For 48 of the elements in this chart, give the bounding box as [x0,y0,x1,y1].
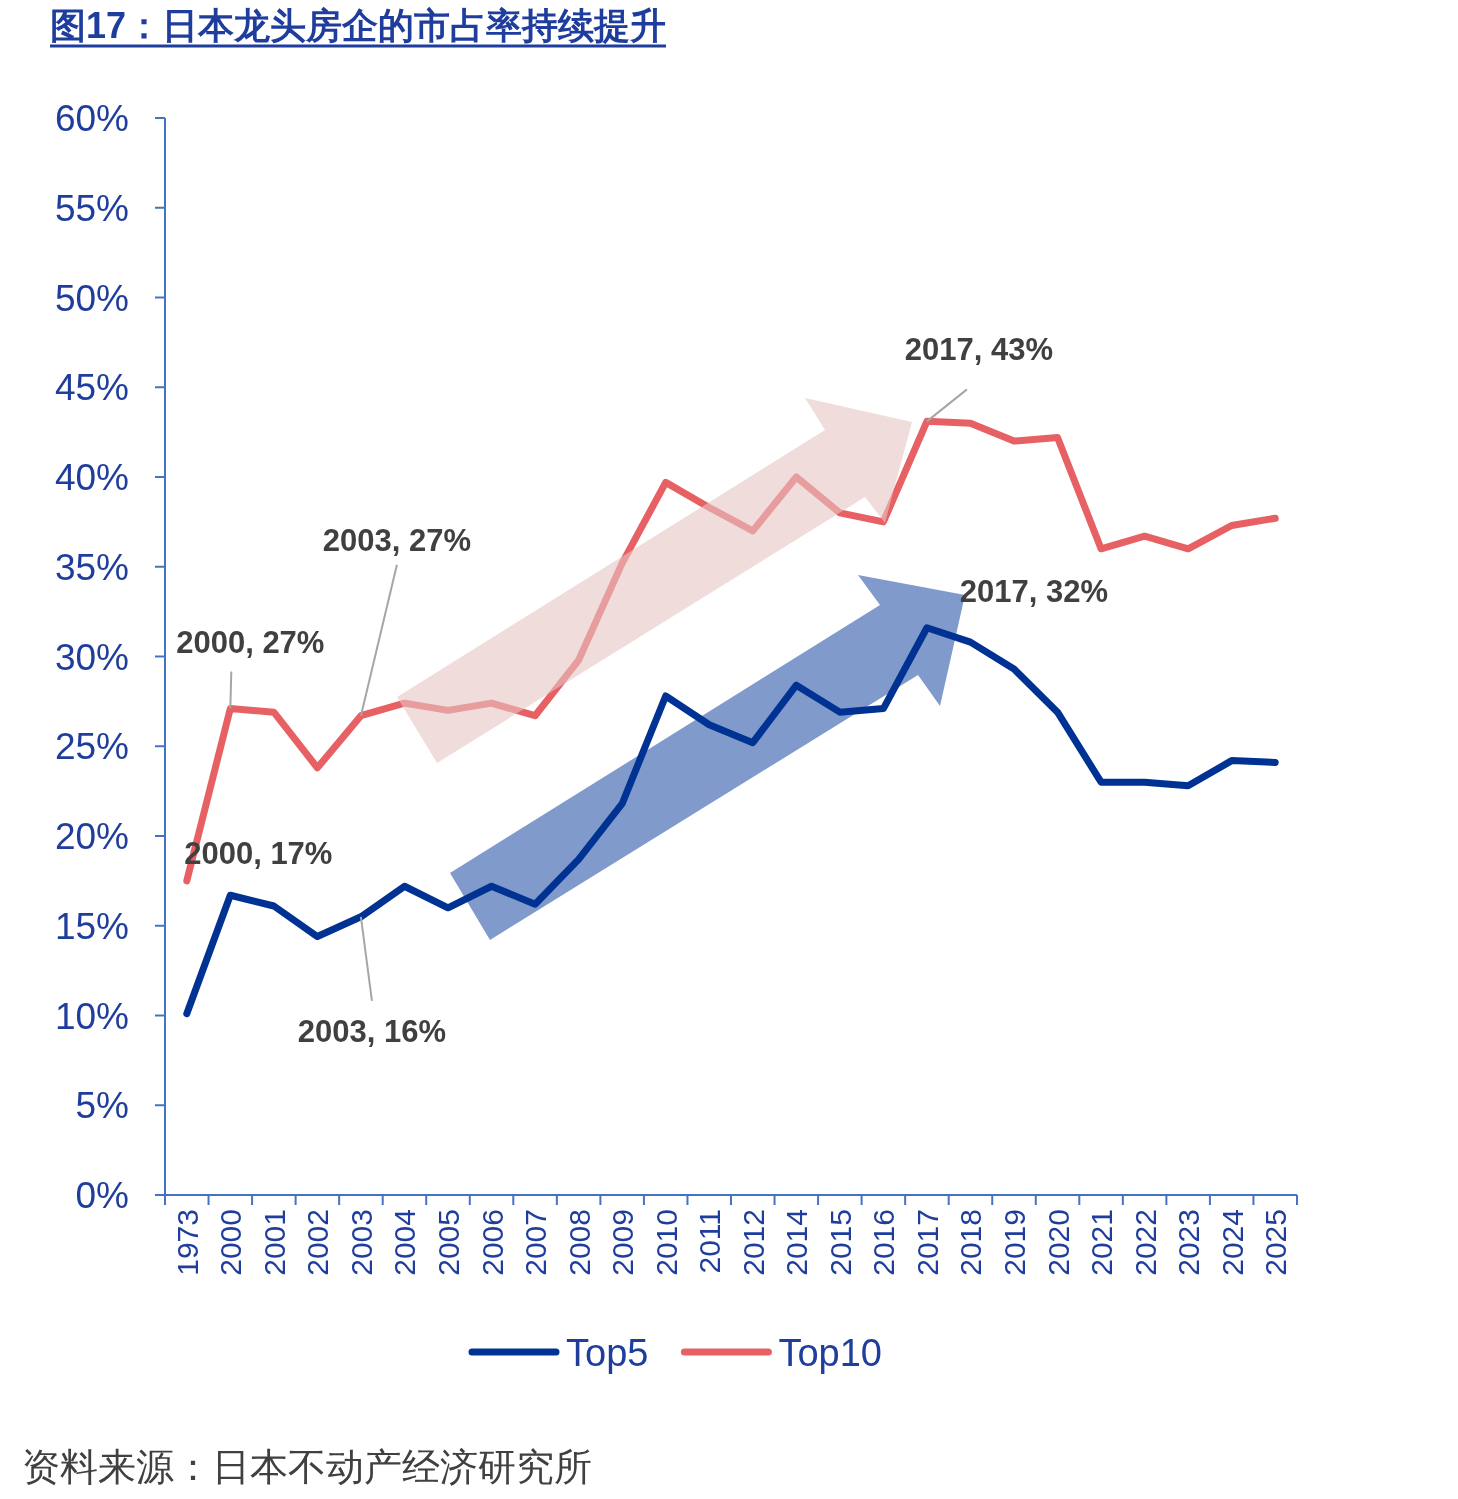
x-tick-label: 2008 [562,1209,596,1276]
y-tick-label: 5% [75,1085,129,1127]
x-tick-label: 2003 [344,1209,378,1276]
x-tick-label: 2009 [606,1209,640,1276]
x-tick-label: 2012 [736,1209,770,1276]
x-tick-label: 2024 [1215,1209,1249,1276]
x-tick-label: 2015 [823,1209,857,1276]
x-tick-label: 2007 [519,1209,553,1276]
annotation: 2017, 43% [904,332,1054,368]
x-tick-label: 2019 [998,1209,1031,1276]
y-tick-label: 0% [75,1175,129,1216]
x-tick-label: 2023 [1172,1209,1206,1276]
x-tick-label: 2014 [780,1209,814,1276]
legend-label: Top5 [566,1332,649,1374]
y-tick-label: 15% [54,905,129,947]
y-tick-label: 50% [54,277,129,319]
y-tick-label: 40% [54,457,129,498]
annotation: 2017, 32% [959,573,1109,609]
x-tick-label: 2025 [1259,1209,1293,1276]
annotation: 2003, 16% [297,1013,447,1049]
chart-title: 图17：日本龙头房企的市占率持续提升 [50,5,667,46]
legend-label: Top10 [778,1332,882,1374]
x-tick-label: 2020 [1041,1209,1075,1276]
y-tick-label: 55% [54,187,129,229]
annotation: 2000, 27% [176,624,325,660]
y-tick-label: 10% [54,995,129,1037]
x-tick-label: 2016 [867,1209,901,1276]
x-tick-label: 1973 [170,1209,204,1276]
x-tick-label: 2001 [257,1209,291,1276]
x-tick-label: 2022 [1128,1209,1162,1276]
x-tick-label: 2005 [432,1209,465,1276]
y-tick-label: 35% [54,546,129,588]
y-tick-label: 20% [54,816,129,857]
x-tick-label: 2006 [475,1209,509,1276]
x-tick-label: 2021 [1085,1209,1119,1276]
y-tick-label: 45% [54,367,129,409]
y-tick-label: 30% [54,636,129,678]
y-tick-label: 60% [54,98,129,139]
x-tick-label: 2011 [693,1209,727,1274]
x-tick-label: 2002 [301,1209,335,1276]
annotation: 2003, 27% [322,522,472,558]
x-tick-label: 2000 [214,1209,248,1276]
x-tick-label: 2018 [954,1209,988,1276]
x-tick-label: 2010 [649,1209,683,1276]
y-tick-label: 25% [54,726,129,768]
text: 资料来源：日本不动产经济研究所 [22,1446,592,1488]
x-tick-label: 2017 [910,1209,944,1276]
x-tick-label: 2004 [388,1209,422,1276]
